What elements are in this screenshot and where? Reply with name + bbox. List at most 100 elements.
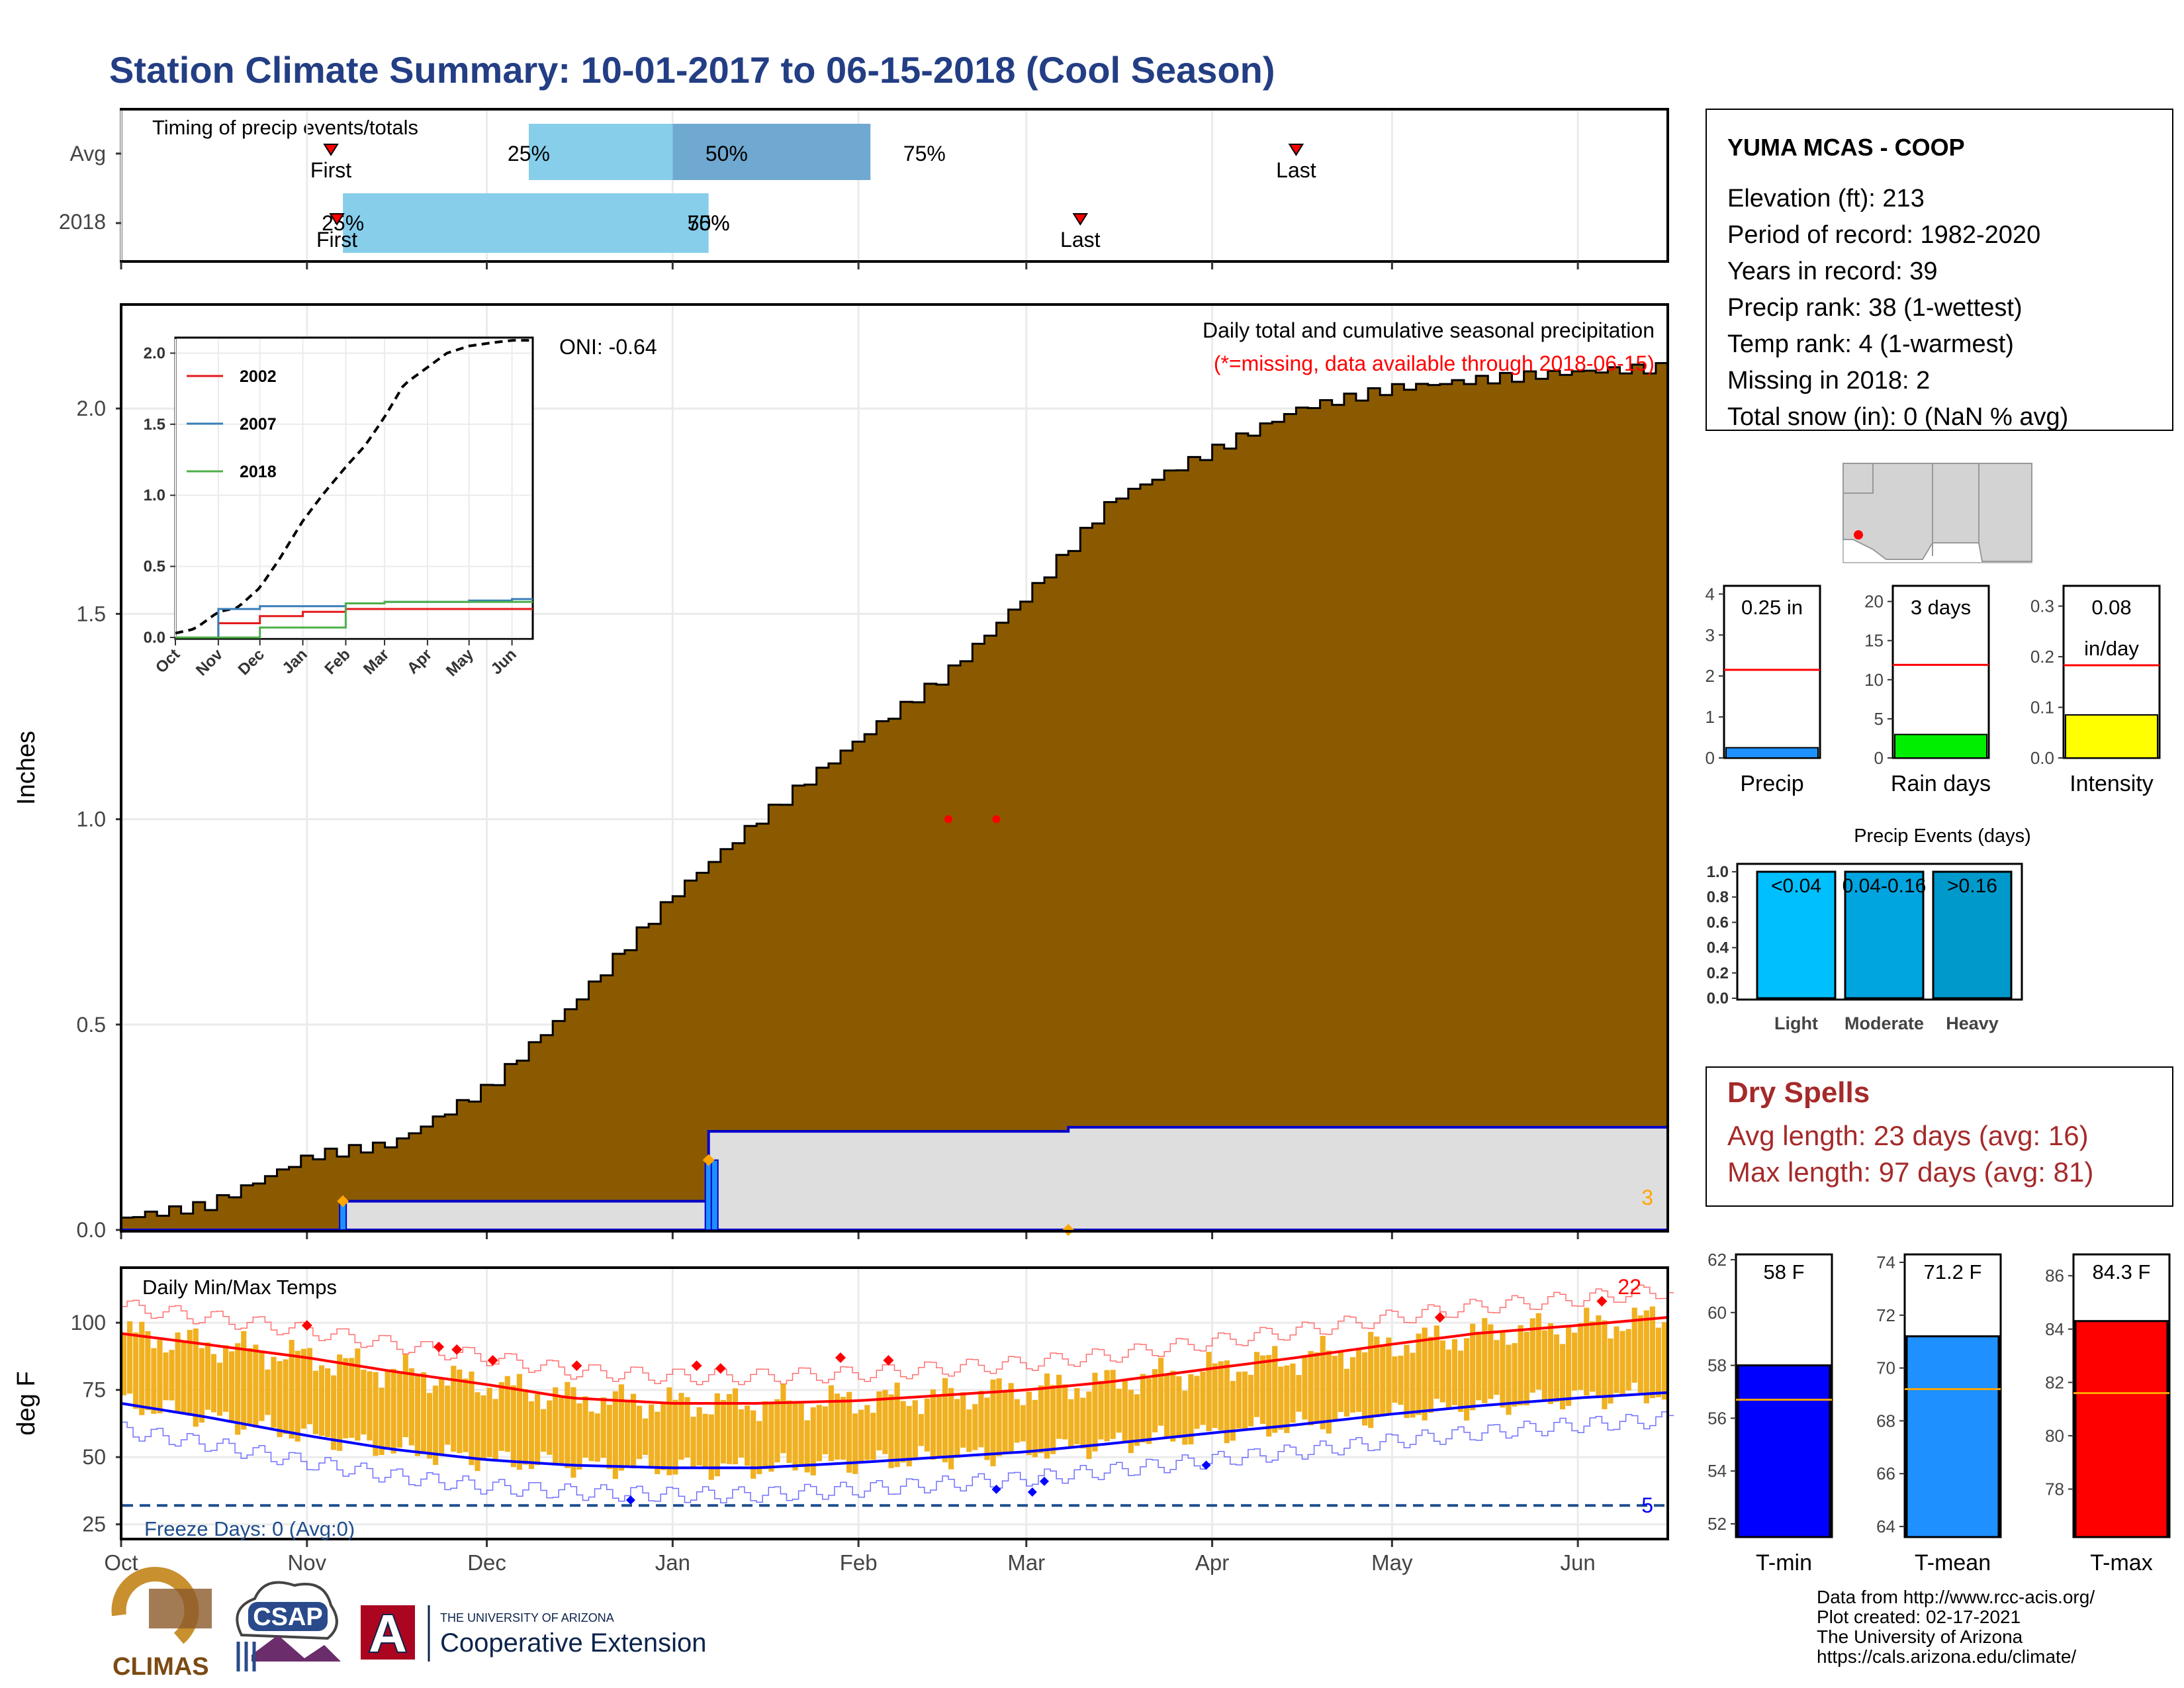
inset-series-2018	[175, 600, 533, 639]
tempbar-ytick-label: 86	[2045, 1266, 2064, 1286]
events-range-label: <0.04	[1771, 875, 1821, 897]
daily-temp-bar	[612, 1391, 618, 1479]
daily-temp-bar	[1020, 1405, 1026, 1442]
station-location-marker	[1854, 530, 1863, 539]
daily-temp-bar	[396, 1371, 402, 1448]
record-low-line	[121, 1411, 1674, 1503]
dry-spells-box: Dry Spells Avg length: 23 days (avg: 16)…	[1706, 1066, 2173, 1207]
mini-ytick-label: 4	[1706, 584, 1715, 604]
station-elevation: Elevation (ft): 213	[1727, 185, 1925, 212]
ua-logo: A THE UNIVERSITY OF ARIZONA Cooperative …	[361, 1603, 706, 1664]
summary-bar-charts: 0 1 2 3 4 0.25 in Precip 0 5 10 15 20 3 days Rain day…	[1706, 584, 2161, 796]
events-ytick-label: 0.4	[1707, 939, 1729, 957]
daily-temp-bar	[181, 1340, 187, 1414]
daily-temp-bar	[1044, 1373, 1050, 1459]
daily-temp-bar	[1032, 1399, 1038, 1458]
daily-temp-bar	[1308, 1350, 1314, 1426]
daily-temp-bar	[139, 1321, 145, 1415]
events-bar-Light	[1756, 870, 1837, 1000]
mini-axis-label: Rain days	[1891, 771, 1991, 796]
dry-spells-avg: Avg length: 23 days (avg: 16)	[1727, 1120, 2089, 1151]
temp-ytick-label: 100	[71, 1311, 106, 1335]
missing-data-marker	[944, 815, 953, 823]
daily-temp-bar	[439, 1379, 445, 1454]
page-title: Station Climate Summary: 10-01-2017 to 0…	[109, 49, 1275, 91]
daily-temp-bar	[1602, 1320, 1608, 1409]
events-title: Precip Events (days)	[1854, 825, 2031, 847]
daily-temp-bar	[1290, 1363, 1296, 1423]
daily-temp-bar	[1457, 1350, 1464, 1412]
daily-temp-bar	[726, 1393, 733, 1464]
daily-temp-bar	[1608, 1338, 1614, 1404]
daily-temp-bar	[996, 1378, 1002, 1456]
csap-badge	[248, 1602, 328, 1631]
daily-temp-bar	[894, 1382, 900, 1468]
daily-temp-bar	[972, 1404, 978, 1450]
daily-temp-bar	[504, 1376, 510, 1452]
daily-temp-bar	[1062, 1384, 1068, 1440]
daily-temp-bar	[1584, 1307, 1590, 1396]
daily-temp-bar	[1464, 1338, 1470, 1421]
daily-temp-bar	[738, 1409, 745, 1458]
tempbar-T-mean	[1905, 1335, 2000, 1538]
cumulative-avg-area	[120, 362, 1669, 1231]
daily-temp-bar	[216, 1362, 223, 1416]
daily-temp-bar	[414, 1374, 421, 1456]
inset-frame	[174, 336, 534, 640]
daily-temp-bar	[858, 1409, 864, 1462]
daily-temp-bar	[1494, 1340, 1500, 1395]
daily-temp-bar	[492, 1399, 498, 1460]
location-map	[1843, 463, 2032, 563]
daily-temp-bar	[816, 1405, 822, 1462]
daily-temp-bar	[367, 1371, 373, 1441]
events-xtick-label: Light	[1774, 1013, 1818, 1033]
daily-temp-bar	[337, 1354, 343, 1451]
daily-temp-bar	[1596, 1315, 1602, 1397]
tempbar-value-label: 71.2 F	[1924, 1260, 1982, 1284]
daily-temp-bar	[145, 1331, 151, 1411]
daily-temp-bar	[187, 1330, 193, 1416]
daily-temp-bar	[936, 1395, 942, 1457]
inset-series-2002	[175, 608, 533, 639]
daily-temp-bar	[1362, 1352, 1368, 1426]
daily-temp-bar	[516, 1374, 522, 1470]
daily-temp-bar	[373, 1372, 379, 1456]
daily-temp-bar	[1206, 1352, 1212, 1432]
footer-credits: Data from http://www.rcc-acis.org/ Plot …	[1817, 1587, 2095, 1667]
temp-ytick-label: 50	[82, 1445, 106, 1469]
mini-value-label: 3 days	[1911, 596, 1971, 619]
precip-event-marker	[337, 1195, 349, 1207]
daily-temp-bar	[306, 1348, 312, 1425]
daily-temp-bar	[253, 1344, 259, 1428]
mini-bar-Rain days	[1894, 733, 1987, 759]
daily-temp-bar	[480, 1395, 486, 1460]
precip-events-panel: Precip Events (days) 0.0 0.2 0.4 0.6 0.8 1.0 <…	[1707, 825, 2031, 1033]
events-range-label: >0.16	[1947, 875, 1997, 897]
daily-temp-bar	[463, 1378, 469, 1452]
daily-temp-bar	[385, 1371, 390, 1450]
daily-temp-bar	[1422, 1327, 1428, 1421]
daily-temp-bar	[702, 1413, 708, 1468]
daily-temp-bar	[978, 1391, 984, 1448]
record-high-marker	[451, 1344, 463, 1355]
daily-temp-bar	[1355, 1348, 1362, 1412]
avg-min-line	[120, 1391, 1668, 1470]
y2018-25-75-bar	[343, 193, 709, 253]
daily-temp-bar	[576, 1403, 582, 1470]
daily-temp-bar	[1104, 1370, 1110, 1442]
daily-temp-bar	[1470, 1323, 1476, 1411]
daily-temp-bar	[1566, 1327, 1572, 1406]
daily-temp-bar	[229, 1351, 235, 1422]
daily-temp-bar	[882, 1389, 888, 1454]
daily-temp-bar	[1386, 1337, 1392, 1415]
mini-ytick-label: 2	[1706, 666, 1715, 686]
events-ytick-label: 0.2	[1707, 964, 1729, 982]
tempbar-ytick-label: 60	[1707, 1303, 1727, 1323]
daily-temp-bar	[1535, 1313, 1541, 1390]
daily-temp-bar	[1380, 1345, 1386, 1417]
daily-temp-bar	[565, 1382, 570, 1468]
daily-temp-bar	[1614, 1326, 1619, 1393]
daily-temp-bar	[1428, 1336, 1433, 1413]
daily-temp-bar	[1182, 1390, 1188, 1445]
